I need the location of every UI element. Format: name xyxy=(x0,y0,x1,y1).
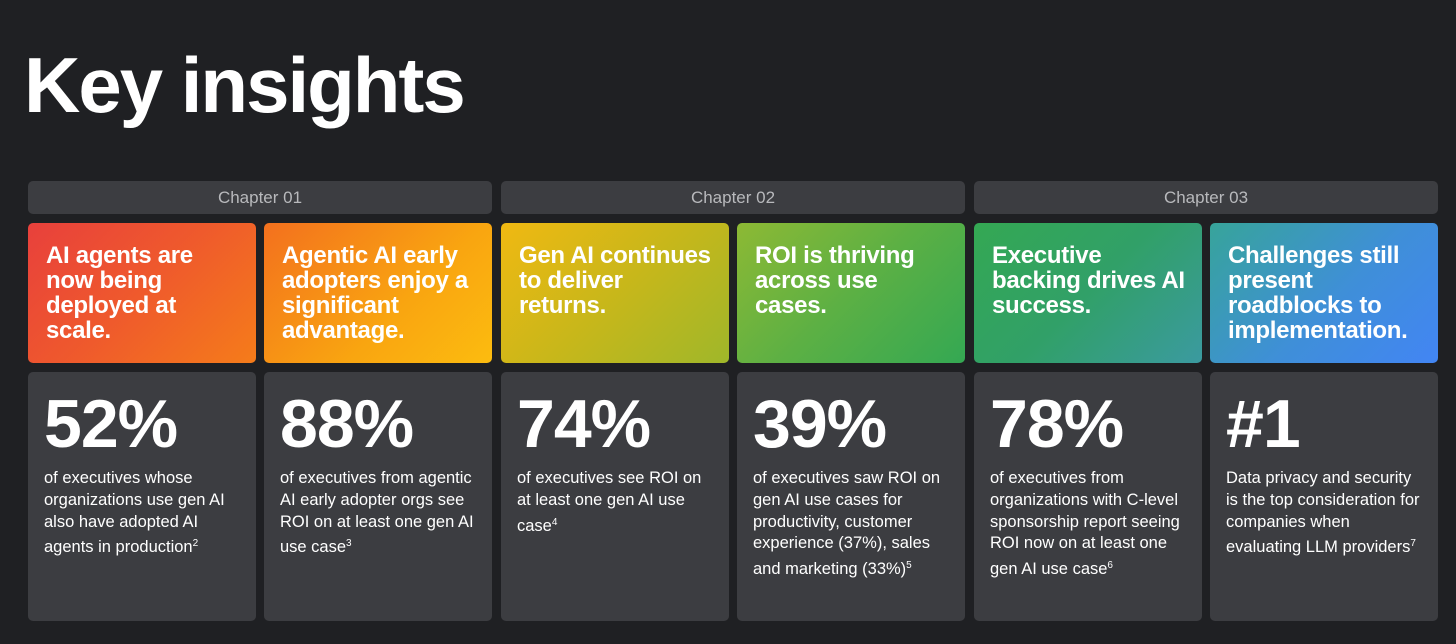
stat-number: 74% xyxy=(517,386,651,462)
footnote-marker: 3 xyxy=(346,538,352,550)
footnote-marker: 4 xyxy=(551,516,558,528)
chapter-03-header: Chapter 03 xyxy=(974,181,1438,214)
stat-description: of executives see ROI on at least one ge… xyxy=(517,469,702,535)
insight-card-3: Gen AI continues to deliver returns. xyxy=(501,223,729,363)
stat-card-5: 78% of executives from organizations wit… xyxy=(974,372,1202,621)
stat-description: Data privacy and security is the top con… xyxy=(1226,469,1420,557)
stat-number: 39% xyxy=(753,386,887,462)
insight-heading: Agentic AI early adopters enjoy a signif… xyxy=(282,242,468,344)
insight-card-4: ROI is thriving across use cases. xyxy=(737,223,965,363)
footnote-marker: 6 xyxy=(1107,560,1113,572)
stat-description: of executives whose organizations use ge… xyxy=(44,469,225,557)
insight-heading: ROI is thriving across use cases. xyxy=(755,242,915,319)
chapter-01-header: Chapter 01 xyxy=(28,181,492,214)
insight-heading: AI agents are now being deployed at scal… xyxy=(46,242,193,344)
page-title: Key insights xyxy=(24,41,466,129)
stat-card-4: 39% of executives saw ROI on gen AI use … xyxy=(737,372,965,621)
footnote-marker: 2 xyxy=(192,538,199,550)
insight-card-2: Agentic AI early adopters enjoy a signif… xyxy=(264,223,492,363)
stat-number: 52% xyxy=(44,386,178,462)
insight-heading: Executive backing drives AI success. xyxy=(992,242,1185,319)
stat-card-6: #1 Data privacy and security is the top … xyxy=(1210,372,1438,621)
insight-card-6: Challenges still present roadblocks to i… xyxy=(1210,223,1438,363)
stat-number: #1 xyxy=(1226,386,1301,462)
chapter-02-header: Chapter 02 xyxy=(501,181,965,214)
insight-heading: Gen AI continues to deliver returns. xyxy=(519,242,711,319)
stat-card-1: 52% of executives whose organizations us… xyxy=(28,372,256,621)
stat-number: 78% xyxy=(990,386,1124,462)
stat-description: of executives saw ROI on gen AI use case… xyxy=(753,469,941,579)
insight-card-5: Executive backing drives AI success. xyxy=(974,223,1202,363)
stat-card-3: 74% of executives see ROI on at least on… xyxy=(501,372,729,621)
stat-number: 88% xyxy=(280,386,414,462)
footnote-marker: 5 xyxy=(906,560,912,572)
insight-card-1: AI agents are now being deployed at scal… xyxy=(28,223,256,363)
stat-description: of executives from agentic AI early adop… xyxy=(280,469,474,557)
footnote-marker: 7 xyxy=(1410,538,1416,550)
stat-card-2: 88% of executives from agentic AI early … xyxy=(264,372,492,621)
insight-heading: Challenges still present roadblocks to i… xyxy=(1228,242,1408,344)
stat-description: of executives from organizations with C-… xyxy=(990,469,1180,579)
